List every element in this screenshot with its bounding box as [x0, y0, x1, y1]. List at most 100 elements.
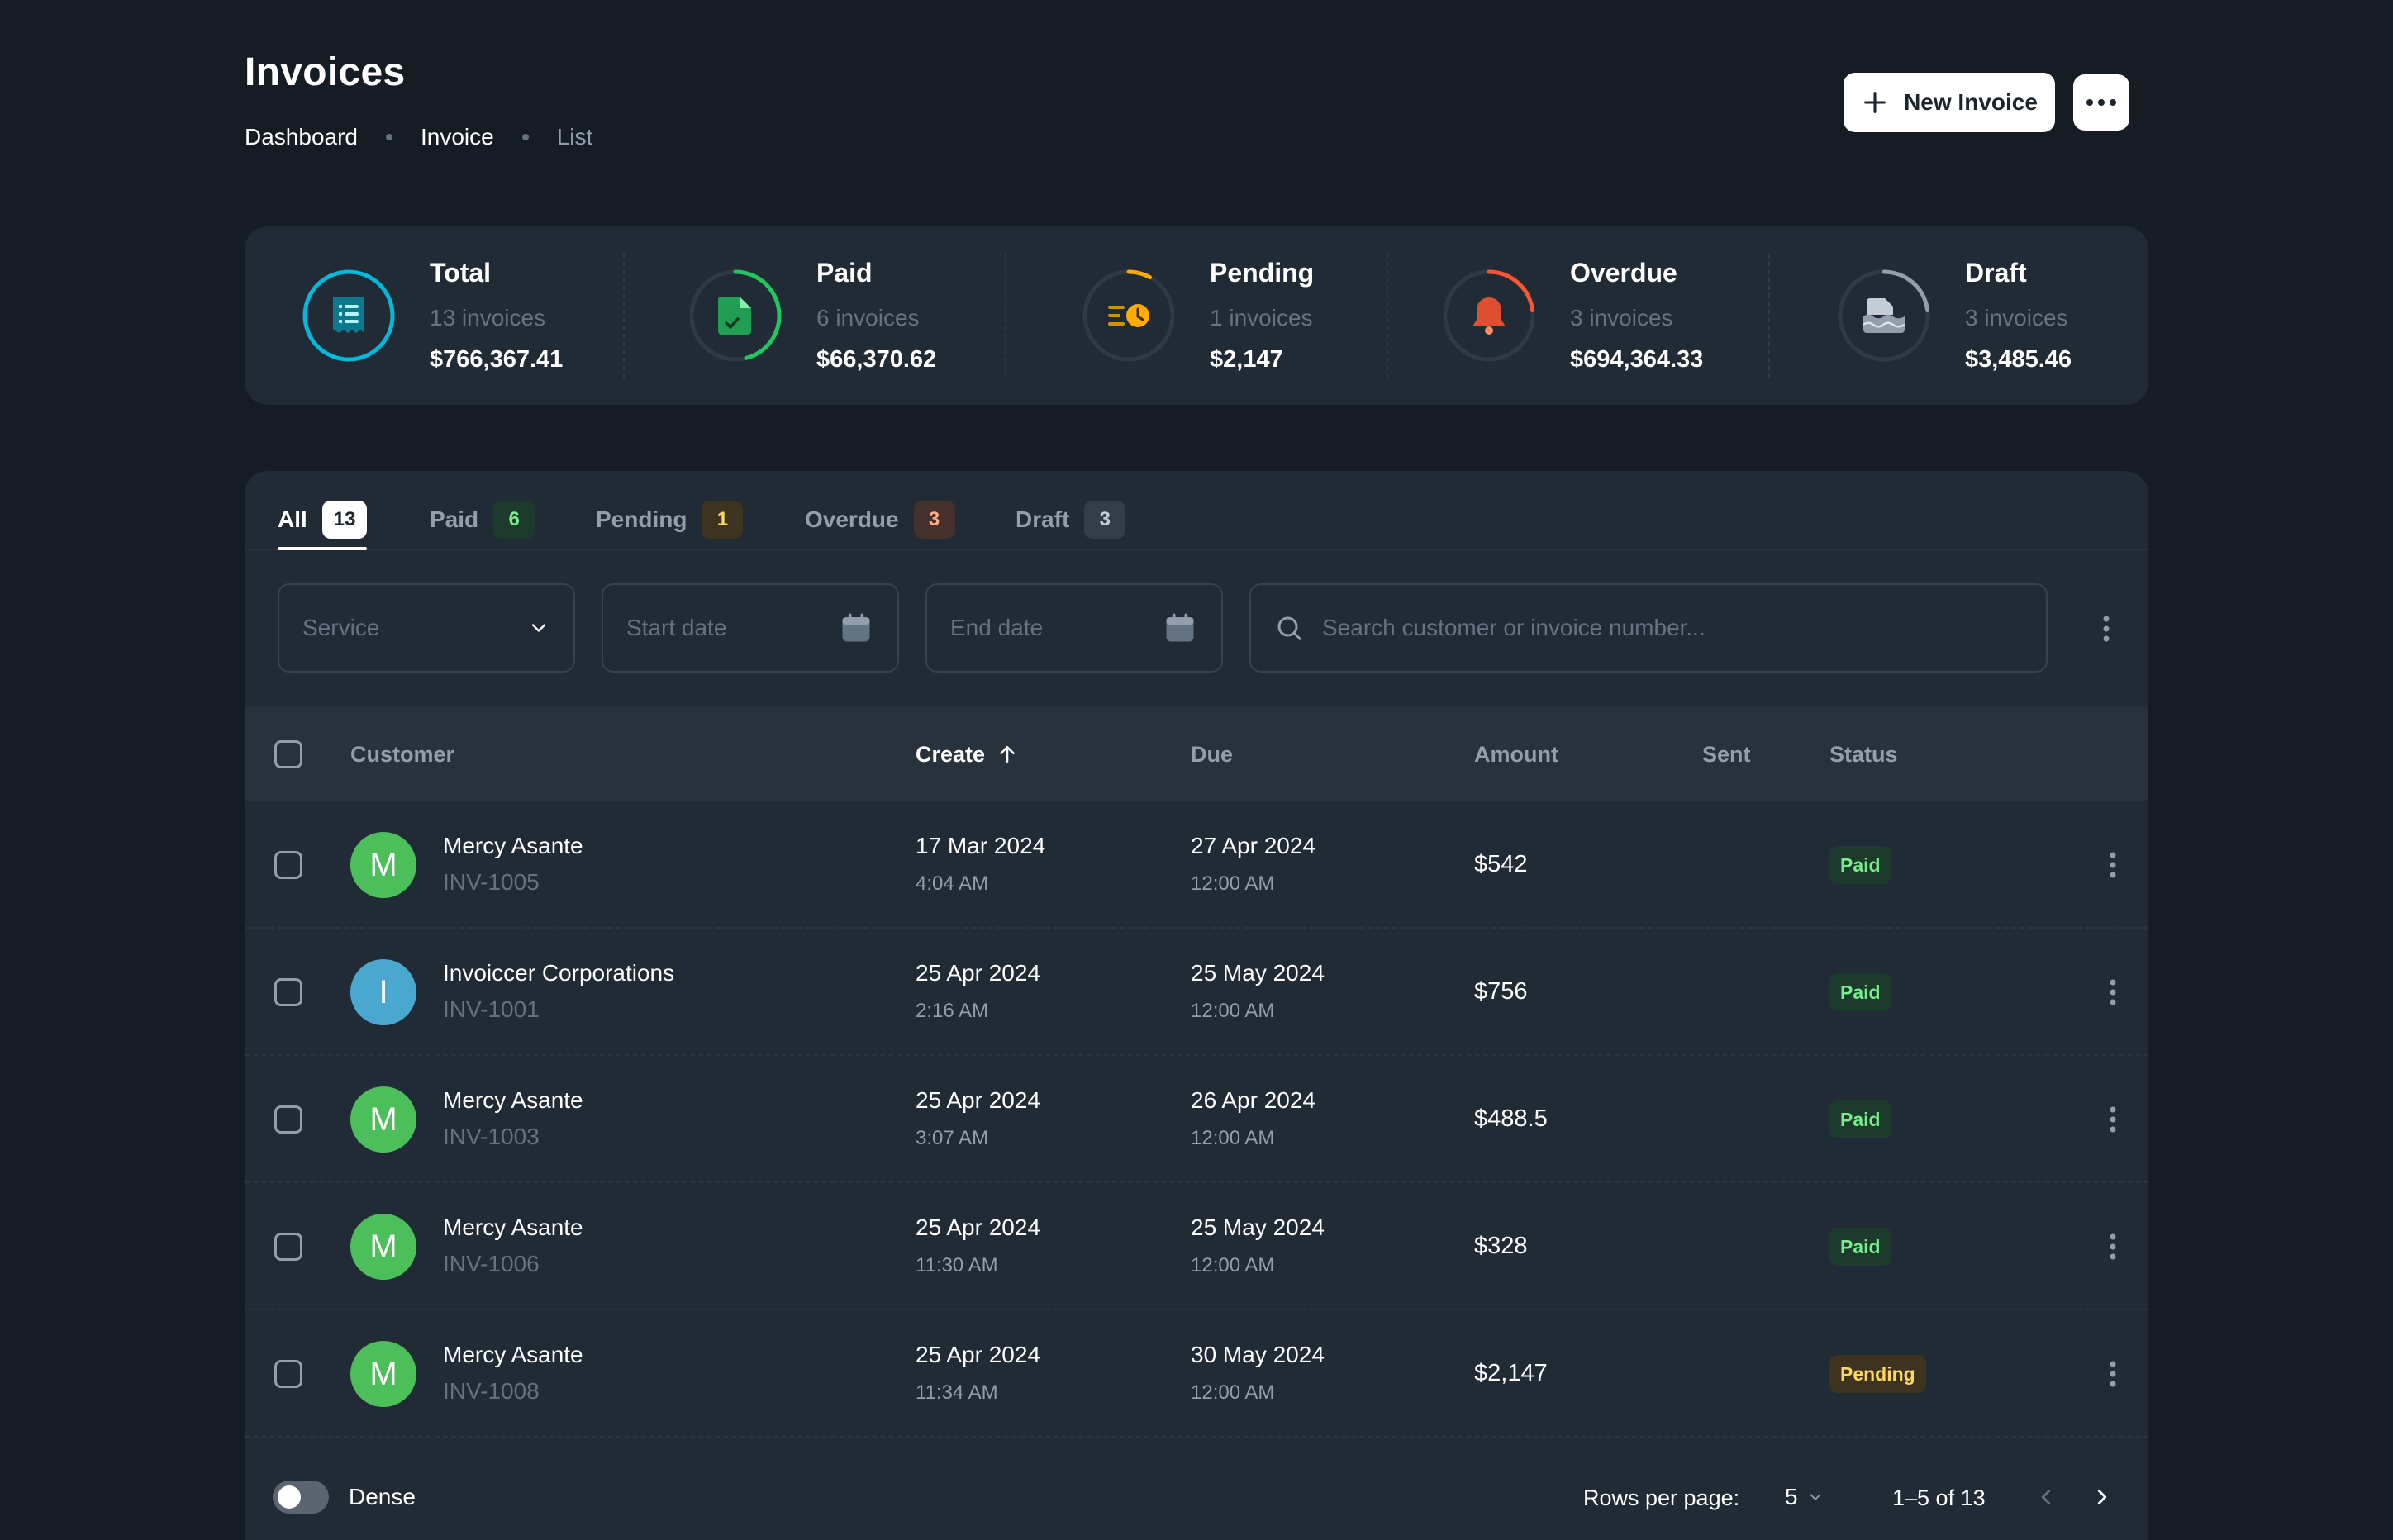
column-customer[interactable]: Customer	[350, 741, 455, 767]
rows-per-page-value: 5	[1785, 1484, 1798, 1509]
more-vertical-icon	[2110, 852, 2116, 878]
calendar-icon[interactable]	[1162, 610, 1198, 646]
amount: $328	[1474, 1233, 1528, 1259]
new-invoice-button[interactable]: New Invoice	[1844, 73, 2055, 132]
row-checkbox[interactable]	[274, 851, 302, 879]
customer-name[interactable]: Invoiccer Corporations	[443, 960, 675, 986]
amount: $542	[1474, 851, 1528, 877]
invoice-number[interactable]: INV-1008	[443, 1378, 540, 1404]
customer-name[interactable]: Mercy Asante	[443, 1087, 583, 1113]
invoice-number[interactable]: INV-1001	[443, 996, 540, 1022]
chevron-left-icon	[2041, 1490, 2051, 1504]
invoice-number[interactable]: INV-1003	[443, 1124, 540, 1149]
column-amount[interactable]: Amount	[1474, 741, 1558, 767]
receipt-icon	[333, 297, 364, 333]
column-sent[interactable]: Sent	[1702, 741, 1751, 767]
end-date-placeholder: End date	[950, 615, 1044, 640]
invoice-table-card: All 13 Paid 6 Pending 1 Overdue 3 Draft …	[245, 471, 2148, 1540]
row-actions-button[interactable]	[2092, 972, 2134, 1013]
tab-overdue-count: 3	[913, 501, 955, 539]
tab-all[interactable]: All 13	[278, 489, 368, 550]
column-due[interactable]: Due	[1191, 741, 1234, 767]
invoice-number[interactable]: INV-1005	[443, 869, 540, 895]
tab-draft-label: Draft	[1016, 506, 1070, 532]
end-date-picker[interactable]: End date	[925, 583, 1223, 673]
create-date: 25 Apr 2024	[916, 1087, 1041, 1113]
row-checkbox[interactable]	[274, 1360, 302, 1388]
status-badge: Paid	[1829, 973, 1891, 1011]
row-checkbox[interactable]	[274, 1233, 302, 1261]
stat-paid-count: 6 invoices	[816, 305, 920, 330]
rows-per-page-select[interactable]: 5	[1785, 1481, 1824, 1514]
due-time: 12:00 AM	[1191, 1381, 1275, 1404]
table-row[interactable]: I Invoiccer Corporations INV-1001 25 Apr 20…	[245, 929, 2148, 1056]
table-row[interactable]: M Mercy Asante INV-1005 17 Mar 2024 4:04 AM 2…	[245, 801, 2148, 929]
table-row[interactable]: M Mercy Asante INV-1006 25 Apr 2024 11:30 AM…	[245, 1183, 2148, 1310]
stat-total-label: Total	[430, 258, 492, 288]
tab-paid[interactable]: Paid 6	[430, 489, 535, 550]
search-input[interactable]: Search customer or invoice number...	[1249, 583, 2048, 673]
customer-name[interactable]: Mercy Asante	[443, 1342, 583, 1367]
tab-overdue[interactable]: Overdue 3	[805, 489, 955, 550]
chevron-right-icon	[2097, 1490, 2107, 1504]
avatar: I	[350, 959, 416, 1025]
invoice-stats-card: Total 13 invoices $766,367.41 Paid 6 inv…	[245, 226, 2148, 405]
service-select[interactable]: Service	[278, 583, 575, 673]
start-date-picker[interactable]: Start date	[602, 583, 899, 673]
column-create[interactable]: Create	[916, 707, 1020, 801]
row-actions-button[interactable]	[2092, 1353, 2134, 1395]
create-time: 4:04 AM	[916, 872, 989, 895]
stat-paid: Paid 6 invoices $66,370.62	[687, 226, 936, 405]
tab-draft[interactable]: Draft 3	[1016, 489, 1126, 550]
table-row[interactable]: M Mercy Asante INV-1008 25 Apr 2024 11:34 AM…	[245, 1310, 2148, 1438]
customer-name[interactable]: Mercy Asante	[443, 1214, 583, 1240]
stat-divider	[1387, 253, 1388, 378]
previous-page-button[interactable]	[2024, 1476, 2067, 1519]
service-select-placeholder: Service	[302, 615, 380, 640]
next-page-button[interactable]	[2081, 1476, 2124, 1519]
tab-pending[interactable]: Pending 1	[596, 489, 744, 550]
new-invoice-label: New Invoice	[1904, 89, 2038, 115]
breadcrumb-invoice[interactable]: Invoice	[420, 124, 494, 150]
due-time: 12:00 AM	[1191, 1254, 1275, 1276]
stat-draft-count: 3 invoices	[1965, 305, 2068, 330]
search-placeholder: Search customer or invoice number...	[1322, 615, 1706, 640]
row-checkbox[interactable]	[274, 1105, 302, 1134]
avatar: M	[350, 1214, 416, 1280]
pagination-range: 1–5 of 13	[1892, 1485, 1986, 1510]
stat-draft-progress-ring	[1836, 268, 1932, 364]
row-checkbox[interactable]	[274, 978, 302, 1006]
page-more-button[interactable]	[2073, 74, 2129, 131]
column-status[interactable]: Status	[1829, 741, 1898, 767]
customer-name[interactable]: Mercy Asante	[443, 833, 583, 858]
more-vertical-icon	[2110, 1233, 2116, 1260]
select-all-checkbox[interactable]	[274, 740, 302, 768]
breadcrumb-separator	[521, 134, 529, 140]
create-time: 2:16 AM	[916, 1000, 989, 1022]
breadcrumb: Dashboard Invoice List	[245, 124, 592, 150]
tab-overdue-label: Overdue	[805, 506, 899, 532]
create-date: 25 Apr 2024	[916, 960, 1041, 986]
status-badge: Pending	[1829, 1355, 1926, 1393]
stat-divider	[1768, 253, 1770, 378]
dense-toggle[interactable]	[273, 1481, 329, 1514]
stat-overdue-count: 3 invoices	[1570, 305, 1673, 330]
stat-draft-amount: $3,485.46	[1965, 346, 2072, 373]
file-stack-icon	[1863, 298, 1905, 333]
filter-more-button[interactable]	[2086, 608, 2127, 649]
more-vertical-icon	[2110, 1106, 2116, 1133]
create-time: 11:34 AM	[916, 1381, 998, 1404]
row-actions-button[interactable]	[2092, 1099, 2134, 1140]
amount: $2,147	[1474, 1360, 1548, 1386]
row-actions-button[interactable]	[2092, 844, 2134, 886]
calendar-icon[interactable]	[838, 610, 874, 646]
table-row[interactable]: M Mercy Asante INV-1003 25 Apr 2024 3:07 AM 2…	[245, 1056, 2148, 1183]
invoice-number[interactable]: INV-1006	[443, 1251, 540, 1276]
stat-total: Total 13 invoices $766,367.41	[301, 226, 563, 405]
dense-label: Dense	[349, 1484, 416, 1509]
tab-all-label: All	[278, 506, 307, 532]
breadcrumb-dashboard[interactable]: Dashboard	[245, 124, 358, 150]
row-actions-button[interactable]	[2092, 1226, 2134, 1267]
chevron-down-icon	[1810, 1494, 1820, 1501]
breadcrumb-list: List	[556, 124, 593, 150]
